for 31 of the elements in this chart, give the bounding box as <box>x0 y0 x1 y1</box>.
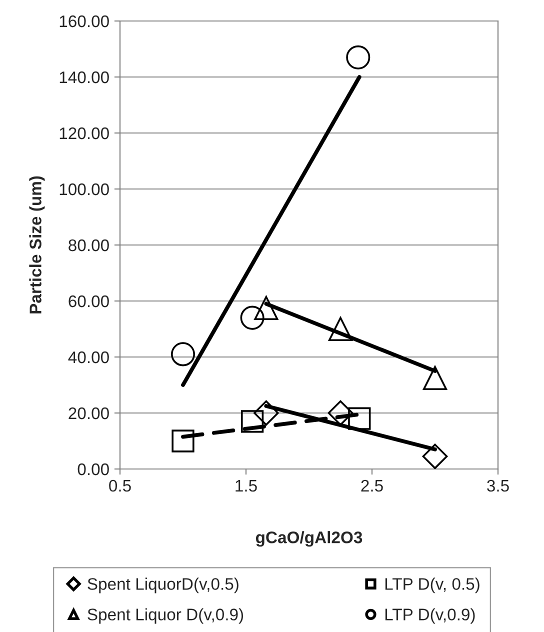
point <box>328 316 353 342</box>
legend-label: LTP D(v, 0.5) <box>385 578 480 594</box>
legend-label: LTP D(v,0.9) <box>385 608 475 624</box>
point <box>253 400 279 426</box>
y-tick-label: 140.00 <box>60 71 109 84</box>
x-tick-label: 0.5 <box>109 480 131 492</box>
y-tick-label: 0.00 <box>78 463 109 476</box>
point <box>328 400 354 426</box>
point <box>254 296 278 320</box>
point <box>422 366 448 390</box>
y-tick-label: 160.00 <box>60 15 109 28</box>
point <box>346 45 370 70</box>
point <box>172 430 194 452</box>
x-tick-label: 3.5 <box>487 480 509 492</box>
y-tick-label: 80.00 <box>68 239 109 252</box>
legend-label: Spent Liquor D(v,0.9) <box>88 608 244 624</box>
y-tick-label: 120.00 <box>60 127 109 140</box>
point <box>422 444 448 469</box>
point <box>240 410 264 433</box>
x-axis-title: gCaO/gAl2O3 <box>256 531 362 547</box>
legend-label: Spent LiquorD(v,0.5) <box>88 578 238 594</box>
x-tick-label: 2.5 <box>361 480 383 492</box>
x-tick-label: 1.5 <box>236 480 257 492</box>
y-tick-label: 60.00 <box>68 295 109 308</box>
y-tick-label: 20.00 <box>68 407 109 420</box>
y-tick-label: 40.00 <box>68 351 109 364</box>
y-tick-label: 100.00 <box>60 183 109 196</box>
y-axis-title: Particle Size (um) <box>29 176 45 314</box>
point <box>170 342 196 366</box>
point <box>348 407 371 430</box>
point <box>240 306 264 330</box>
